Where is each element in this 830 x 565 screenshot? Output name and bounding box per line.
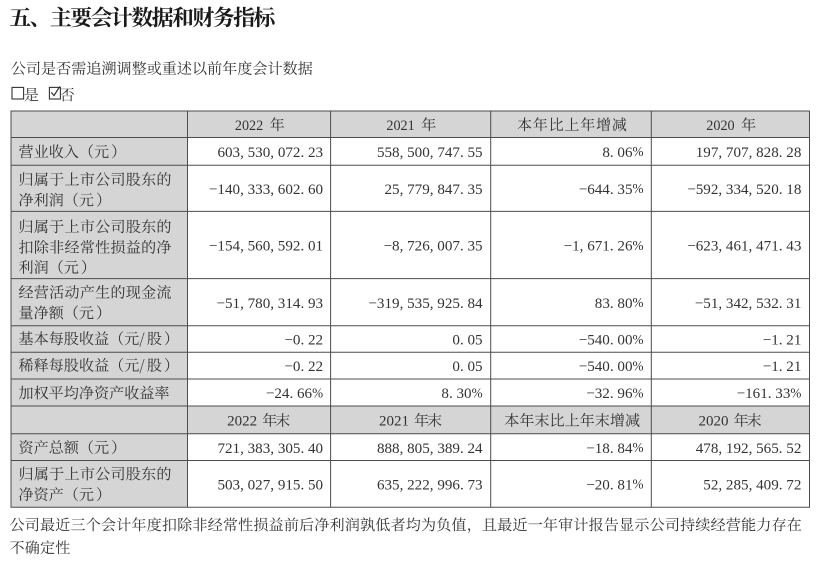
svg-text:8. 06%: 8. 06% xyxy=(602,144,643,161)
svg-text:888, 805, 389. 24: 888, 805, 389. 24 xyxy=(377,441,483,457)
svg-text:2021: 2021 xyxy=(379,414,409,430)
svg-text:2022: 2022 xyxy=(235,118,263,134)
svg-text:−20. 81%: −20. 81% xyxy=(586,477,643,494)
svg-text:2020: 2020 xyxy=(706,118,734,134)
svg-text:−32. 96%: −32. 96% xyxy=(586,385,643,402)
svg-text:0. 05: 0. 05 xyxy=(452,333,482,349)
svg-text:−51, 780, 314. 93: −51, 780, 314. 93 xyxy=(216,296,323,312)
svg-text:−140, 333, 602. 60: −140, 333, 602. 60 xyxy=(209,182,323,198)
svg-text:−1. 21: −1. 21 xyxy=(763,359,802,375)
svg-text:558, 500, 747. 55: 558, 500, 747. 55 xyxy=(377,145,483,161)
svg-text:−1, 671. 26%: −1, 671. 26% xyxy=(564,238,644,255)
svg-text:−0. 22: −0. 22 xyxy=(284,359,323,375)
svg-text:−24. 66%: −24. 66% xyxy=(266,385,323,402)
svg-text:197, 707, 828. 28: 197, 707, 828. 28 xyxy=(696,145,802,161)
svg-text:0. 05: 0. 05 xyxy=(452,359,482,375)
svg-text:52, 285, 409. 72: 52, 285, 409. 72 xyxy=(703,477,801,493)
svg-text:−540. 00%: −540. 00% xyxy=(579,332,644,349)
svg-text:503, 027, 915. 50: 503, 027, 915. 50 xyxy=(217,477,323,493)
svg-text:2020: 2020 xyxy=(699,414,729,430)
svg-text:−319, 535, 925. 84: −319, 535, 925. 84 xyxy=(368,296,483,312)
svg-text:−161. 33%: −161. 33% xyxy=(737,385,802,402)
svg-text:−644. 35%: −644. 35% xyxy=(579,181,644,198)
svg-text:−0. 22: −0. 22 xyxy=(284,333,323,349)
svg-text:2021: 2021 xyxy=(386,118,414,134)
svg-text:478, 192, 565. 52: 478, 192, 565. 52 xyxy=(696,441,802,457)
svg-text:603, 530, 072. 23: 603, 530, 072. 23 xyxy=(217,145,323,161)
svg-text:83. 80%: 83. 80% xyxy=(595,295,644,312)
svg-text:−18. 84%: −18. 84% xyxy=(586,440,643,457)
svg-text:8. 30%: 8. 30% xyxy=(441,385,482,402)
svg-text:−540. 00%: −540. 00% xyxy=(579,358,644,375)
svg-text:−154, 560, 592. 01: −154, 560, 592. 01 xyxy=(209,239,323,255)
svg-text:−592, 334, 520. 18: −592, 334, 520. 18 xyxy=(687,182,801,198)
svg-text:635, 222, 996. 73: 635, 222, 996. 73 xyxy=(377,477,483,493)
svg-text:−8, 726, 007. 35: −8, 726, 007. 35 xyxy=(384,239,483,255)
svg-text:721, 383, 305. 40: 721, 383, 305. 40 xyxy=(217,441,323,457)
svg-text:25, 779, 847. 35: 25, 779, 847. 35 xyxy=(384,182,482,198)
svg-text:2022: 2022 xyxy=(227,414,257,430)
svg-text:−1. 21: −1. 21 xyxy=(763,333,802,349)
svg-text:−623, 461, 471. 43: −623, 461, 471. 43 xyxy=(687,239,801,255)
svg-text:−51, 342, 532. 31: −51, 342, 532. 31 xyxy=(695,296,802,312)
